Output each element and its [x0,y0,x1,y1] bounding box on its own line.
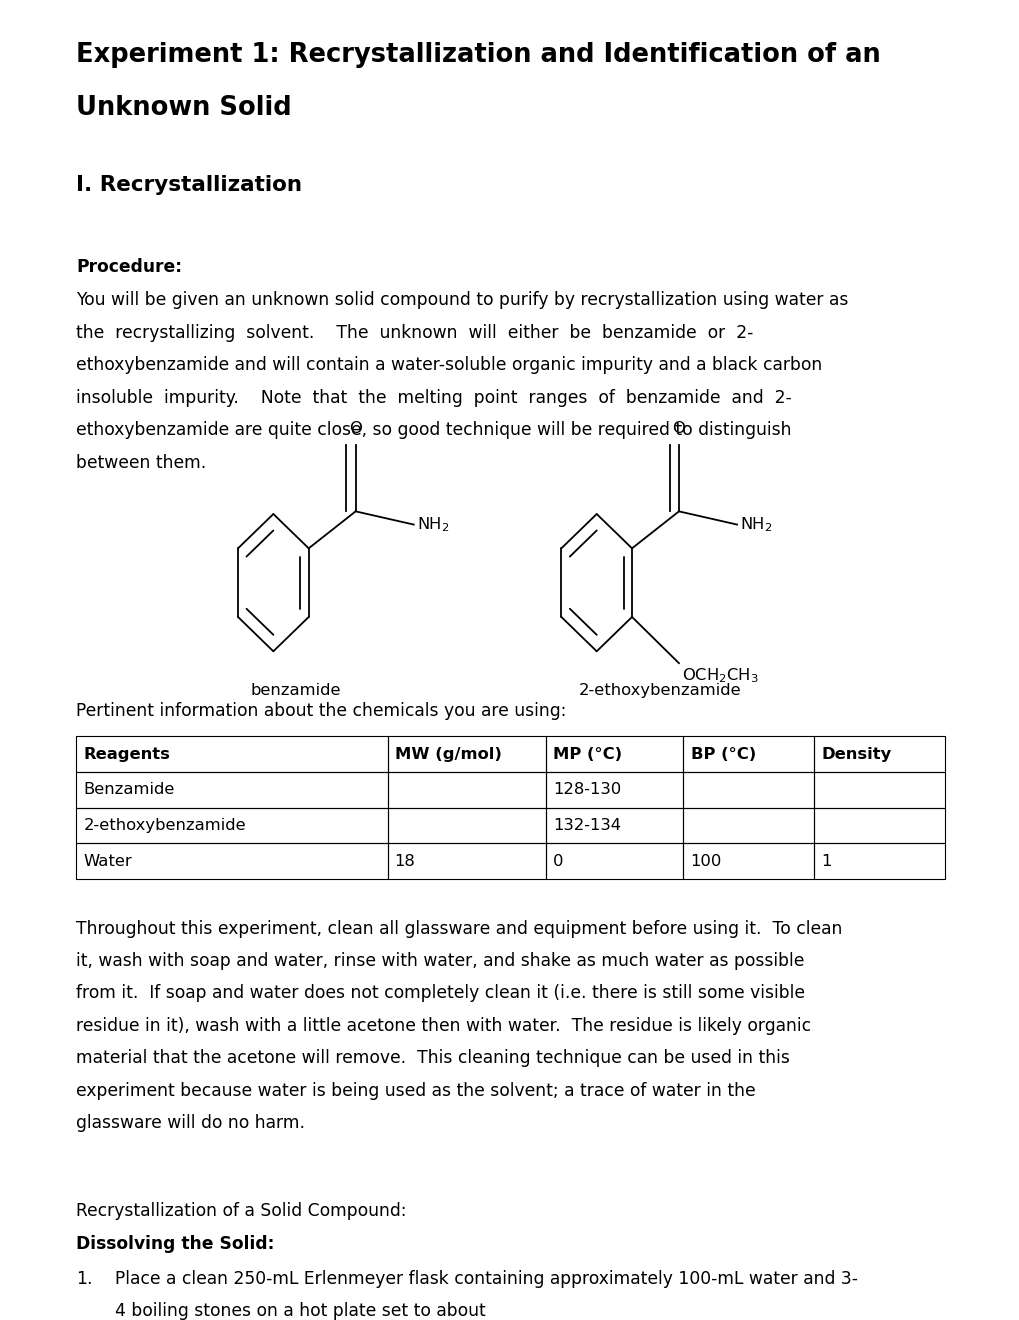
Bar [545,737,683,772]
Bar [545,808,683,843]
Text: Water: Water [84,854,132,869]
Text: Unknown Solid: Unknown Solid [76,95,291,121]
Bar [813,737,944,772]
Text: OCH$_2$CH$_3$: OCH$_2$CH$_3$ [682,665,758,685]
Text: from it.  If soap and water does not completely clean it (i.e. there is still so: from it. If soap and water does not comp… [76,985,805,1002]
Text: O: O [348,421,362,436]
Text: 132-134: 132-134 [552,818,621,833]
Text: Place a clean 250-mL Erlenmeyer flask containing approximately 100-mL water and : Place a clean 250-mL Erlenmeyer flask co… [115,1270,857,1287]
Bar [683,737,813,772]
Text: Density: Density [820,747,891,762]
Text: insoluble  impurity.    Note  that  the  melting  point  ranges  of  benzamide  : insoluble impurity. Note that the meltin… [76,388,792,407]
Bar [387,772,545,808]
Text: glassware will do no harm.: glassware will do no harm. [76,1114,306,1133]
Text: NH$_2$: NH$_2$ [740,515,771,533]
Bar [683,808,813,843]
Bar [545,843,683,879]
Text: Experiment 1: Recrystallization and Identification of an: Experiment 1: Recrystallization and Iden… [76,42,880,69]
Text: MW (g/mol): MW (g/mol) [394,747,501,762]
Text: 0: 0 [552,854,562,869]
Text: Benzamide: Benzamide [84,783,175,797]
Text: Dissolving the Solid:: Dissolving the Solid: [76,1236,274,1254]
Text: MP (°C): MP (°C) [552,747,622,762]
Text: 128-130: 128-130 [552,783,621,797]
Text: material that the acetone will remove.  This cleaning technique can be used in t: material that the acetone will remove. T… [76,1049,790,1068]
Text: 4 boiling stones on a hot plate set to about: 4 boiling stones on a hot plate set to a… [115,1302,491,1320]
Text: Reagents: Reagents [84,747,170,762]
Text: Procedure:: Procedure: [76,257,182,276]
Text: 18: 18 [394,854,415,869]
Text: NH$_2$: NH$_2$ [417,515,448,533]
Text: 1: 1 [820,854,830,869]
Text: Recrystallization of a Solid Compound:: Recrystallization of a Solid Compound: [76,1203,407,1221]
Text: Pertinent information about the chemicals you are using:: Pertinent information about the chemical… [76,702,567,721]
Bar [545,772,683,808]
Text: it, wash with soap and water, rinse with water, and shake as much water as possi: it, wash with soap and water, rinse with… [76,952,804,970]
Bar [76,843,387,879]
Bar [76,772,387,808]
Bar [76,737,387,772]
Text: ethoxybenzamide and will contain a water-soluble organic impurity and a black ca: ethoxybenzamide and will contain a water… [76,356,822,375]
Text: 100: 100 [690,854,721,869]
Text: benzamide: benzamide [251,682,340,698]
Text: BP (°C): BP (°C) [690,747,755,762]
Text: I. Recrystallization: I. Recrystallization [76,174,303,195]
Bar [387,737,545,772]
Text: residue in it), wash with a little acetone then with water.  The residue is like: residue in it), wash with a little aceto… [76,1016,811,1035]
Text: ethoxybenzamide are quite close, so good technique will be required to distingui: ethoxybenzamide are quite close, so good… [76,421,791,440]
Bar [813,843,944,879]
Text: O: O [672,421,685,436]
Bar [683,772,813,808]
Bar [387,808,545,843]
Text: between them.: between them. [76,454,207,471]
Bar [813,772,944,808]
Text: You will be given an unknown solid compound to purify by recrystallization using: You will be given an unknown solid compo… [76,292,848,309]
Bar [387,843,545,879]
Bar [683,843,813,879]
Text: the  recrystallizing  solvent.    The  unknown  will  either  be  benzamide  or : the recrystallizing solvent. The unknown… [76,323,753,342]
Text: 2-ethoxybenzamide: 2-ethoxybenzamide [84,818,246,833]
Text: 2-ethoxybenzamide: 2-ethoxybenzamide [578,682,741,698]
Bar [76,808,387,843]
Text: Throughout this experiment, clean all glassware and equipment before using it.  : Throughout this experiment, clean all gl… [76,920,842,937]
Text: 1.: 1. [76,1270,93,1287]
Bar [813,808,944,843]
Text: experiment because water is being used as the solvent; a trace of water in the: experiment because water is being used a… [76,1082,755,1100]
